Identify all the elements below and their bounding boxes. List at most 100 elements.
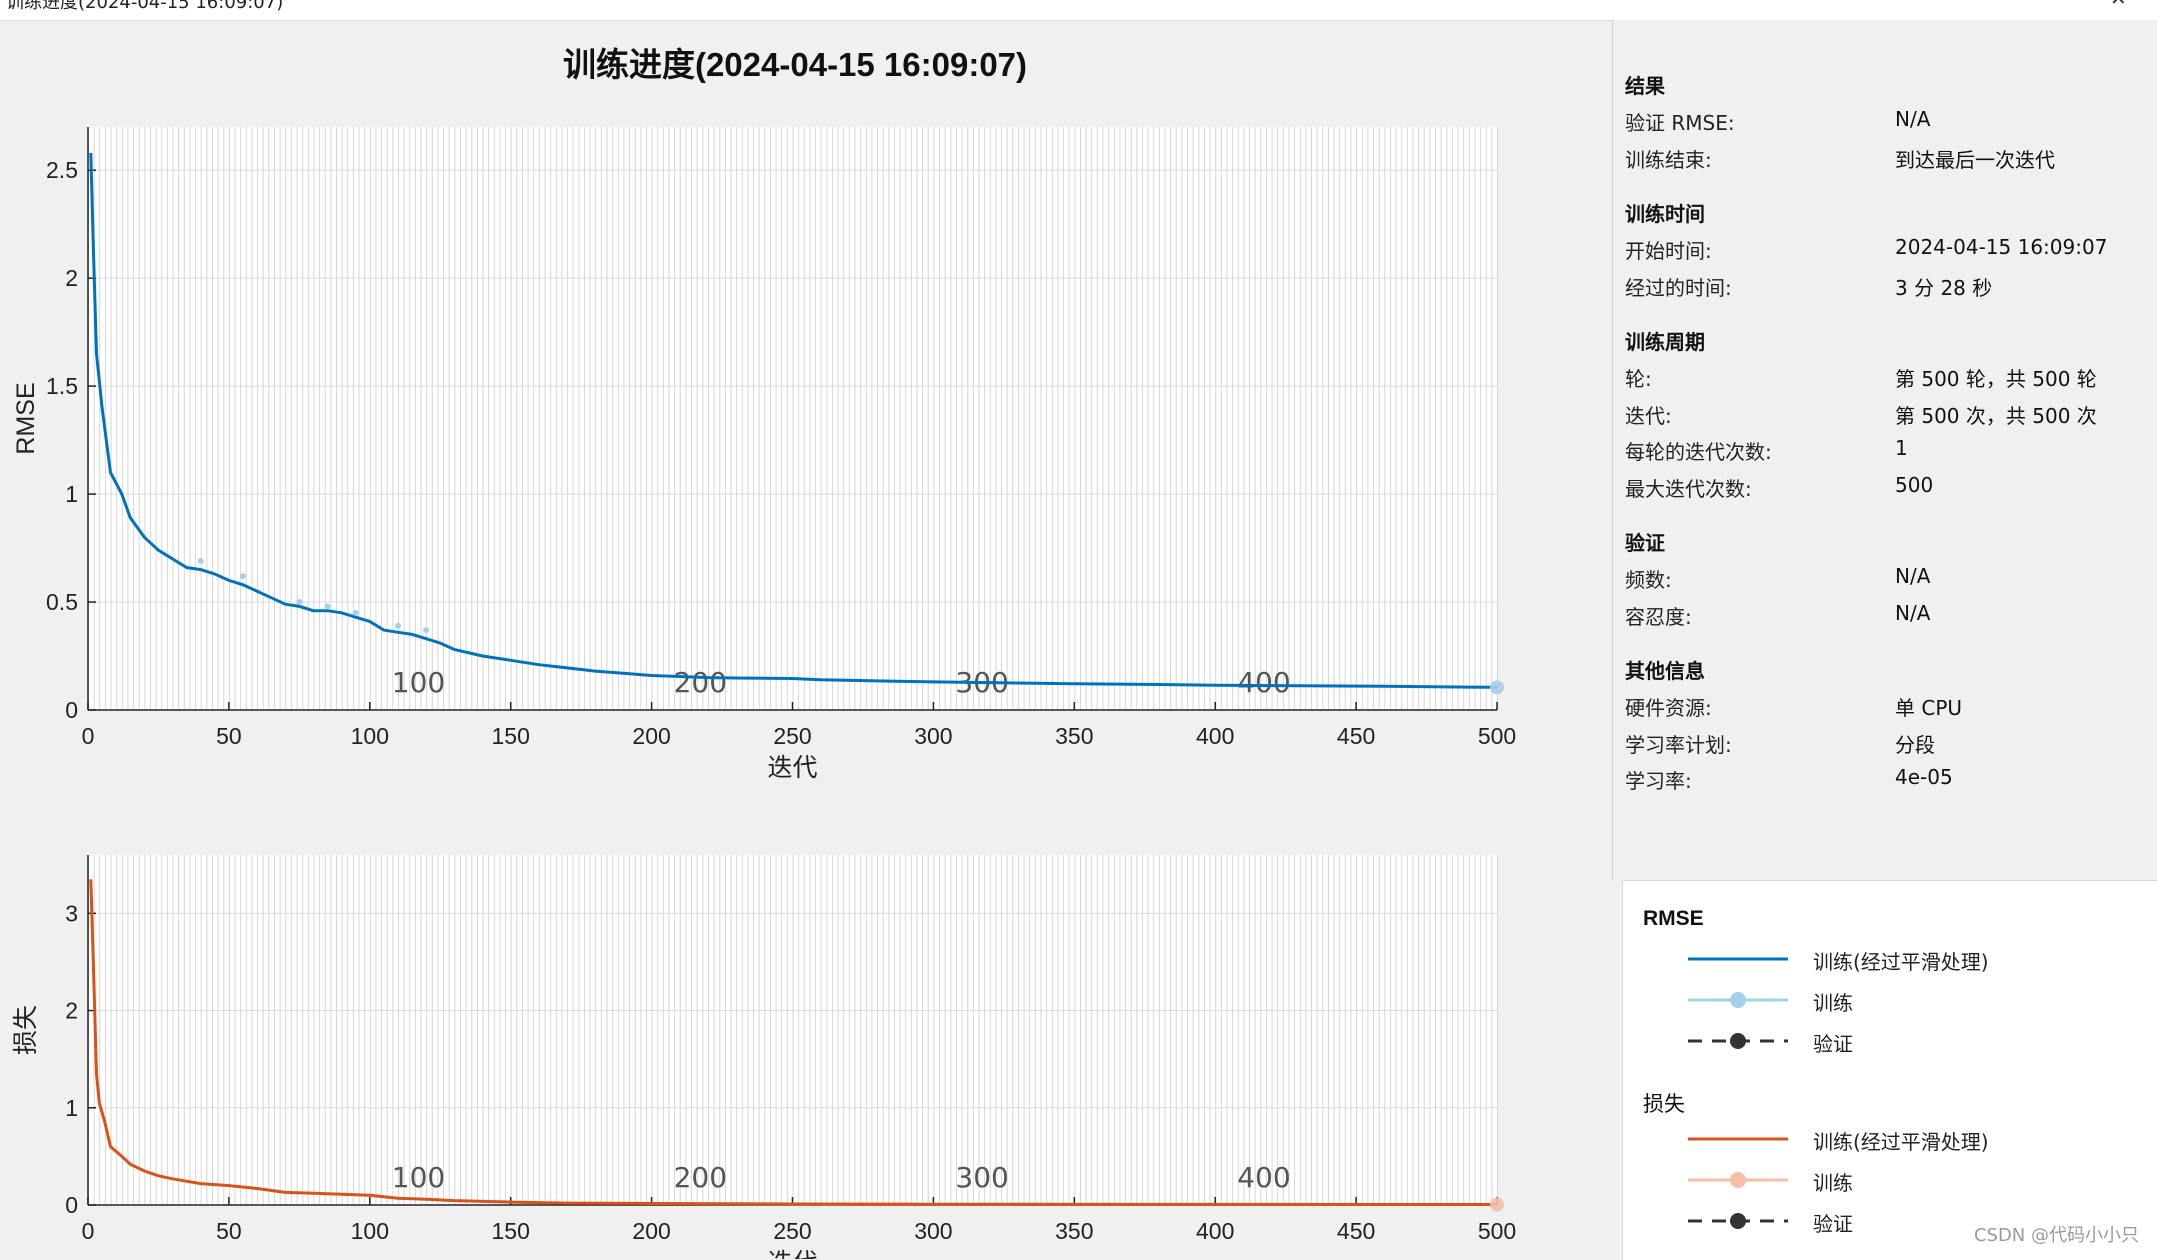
info-row-label: 学习率计划:	[1625, 732, 1732, 757]
data-point	[352, 609, 359, 616]
x-tick-label: 500	[1478, 1218, 1516, 1244]
legend-item: 训练(经过平滑处理)	[1683, 944, 2143, 974]
plots-area: 训练进度(2024-04-15 16:09:07) 100 200 300 400 0 5…	[0, 20, 1612, 1259]
main-title: 训练进度(2024-04-15 16:09:07)	[562, 46, 1028, 83]
info-row-label: 学习率:	[1625, 769, 1692, 793]
info-row-value: 3 分 28 秒	[1895, 275, 1993, 300]
legend-label: 验证	[1813, 1212, 1853, 1236]
info-row-value: 1	[1895, 436, 1908, 460]
legend-swatch-icon	[1688, 1033, 1788, 1049]
info-row-value: N/A	[1895, 107, 1931, 131]
legend-swatch-icon	[1688, 1172, 1788, 1188]
series-line	[89, 152, 1498, 689]
legend-item: 训练(经过平滑处理)	[1683, 1124, 2143, 1154]
data-point	[197, 558, 204, 565]
x-tick-label: 500	[1478, 723, 1516, 749]
legend-label: 训练	[1813, 991, 1853, 1015]
y-tick-label: 2	[65, 265, 78, 291]
x-tick-label: 400	[1196, 723, 1234, 749]
info-row-label: 迭代:	[1625, 403, 1672, 428]
legend-rmse-heading: RMSE	[1643, 907, 1704, 930]
info-section-heading: 结果	[1625, 74, 1665, 98]
data-point	[423, 627, 430, 634]
x-tick-label: 100	[351, 1218, 389, 1244]
legend-item: 训练	[1683, 985, 2143, 1015]
series-line	[89, 879, 1498, 1206]
final-point	[1490, 1197, 1504, 1212]
y-tick-label: 0	[65, 1192, 78, 1218]
y-tick-label: 2.5	[46, 157, 78, 183]
x-tick-label: 250	[773, 1218, 811, 1244]
y-tick-label: 0	[65, 697, 78, 723]
info-row-label: 硬件资源:	[1625, 696, 1712, 720]
x-axis-label: 迭代	[767, 1248, 817, 1259]
legend-swatch-icon	[1688, 957, 1788, 961]
info-row-value: 第 500 轮，共 500 轮	[1895, 367, 2097, 391]
x-tick-label: 0	[82, 723, 95, 749]
data-point	[394, 622, 401, 629]
y-tick-label: 2	[65, 998, 78, 1024]
final-point	[1490, 680, 1504, 695]
minimize-icon[interactable]: —	[2050, 0, 2070, 10]
info-row-value: 500	[1895, 472, 1934, 497]
x-tick-label: 150	[492, 1218, 530, 1244]
x-tick-label: 150	[492, 723, 530, 749]
x-tick-label: 50	[216, 1218, 242, 1244]
y-tick-label: 3	[65, 900, 78, 926]
info-row-label: 容忍度:	[1625, 604, 1692, 629]
info-row-value: 单 CPU	[1895, 696, 1963, 720]
x-tick-label: 400	[1196, 1218, 1234, 1244]
data-point	[296, 599, 303, 606]
x-tick-label: 200	[632, 723, 670, 749]
x-tick-label: 0	[82, 1218, 95, 1244]
y-axis-label: RMSE	[12, 382, 40, 454]
info-row-value: 到达最后一次迭代	[1895, 147, 2055, 172]
y-tick-label: 1	[65, 481, 78, 507]
legend-label: 训练	[1813, 1171, 1853, 1195]
epoch-label: 400	[1237, 666, 1290, 699]
info-section-heading: 训练周期	[1625, 330, 1705, 354]
epoch-label: 100	[392, 1161, 445, 1194]
x-tick-label: 450	[1337, 1218, 1375, 1244]
x-tick-label: 200	[632, 1218, 670, 1244]
epoch-label: 100	[392, 666, 445, 699]
info-row-label: 开始时间:	[1625, 239, 1712, 263]
info-row-value: 第 500 次，共 500 次	[1895, 403, 2097, 428]
y-tick-label: 1.5	[46, 373, 78, 399]
x-tick-label: 450	[1337, 723, 1375, 749]
info-row-value: 2024-04-15 16:09:07	[1895, 235, 2108, 259]
info-section-heading: 其他信息	[1625, 659, 1705, 683]
y-tick-label: 0.5	[46, 589, 78, 615]
data-point	[324, 603, 331, 610]
data-point	[239, 573, 246, 580]
legend-marker	[1730, 1033, 1746, 1049]
close-icon[interactable]: ✕	[2110, 0, 2127, 10]
x-tick-label: 100	[351, 723, 389, 749]
y-axis-label: 损失	[12, 1005, 40, 1055]
legend-label: 验证	[1813, 1032, 1853, 1056]
info-row-label: 训练结束:	[1625, 147, 1712, 172]
x-axis-label: 迭代	[767, 753, 817, 782]
info-row-label: 验证 RMSE:	[1625, 111, 1735, 135]
info-row-label: 经过的时间:	[1625, 275, 1732, 300]
legend-loss-heading: 损失	[1643, 1093, 1685, 1116]
info-section-heading: 训练时间	[1625, 202, 1705, 226]
legend-item: 验证	[1683, 1026, 2143, 1056]
legend-item: 训练	[1683, 1165, 2143, 1195]
legend-swatch-icon	[1688, 1213, 1788, 1229]
info-section-heading: 验证	[1625, 531, 1665, 555]
x-tick-label: 350	[1055, 723, 1093, 749]
epoch-label: 200	[674, 666, 727, 699]
info-row-label: 最大迭代次数:	[1625, 476, 1752, 501]
legend-label: 训练(经过平滑处理)	[1813, 1130, 1989, 1154]
legend-label: 训练(经过平滑处理)	[1813, 950, 1989, 974]
x-tick-label: 250	[773, 723, 811, 749]
legend-marker	[1730, 1172, 1746, 1188]
window-titlebar: 训练进度(2024-04-15 16:09:07) — ✕	[0, 0, 2157, 21]
epoch-label: 200	[674, 1161, 727, 1194]
legend-panel: RMSE 训练(经过平滑处理) 训练 验证 损失 训练(经过平滑处理) 训练 验证	[1622, 880, 2157, 1260]
window-title: 训练进度(2024-04-15 16:09:07)	[6, 0, 284, 13]
y-tick-label: 1	[65, 1095, 78, 1121]
info-row-label: 轮:	[1625, 367, 1652, 391]
